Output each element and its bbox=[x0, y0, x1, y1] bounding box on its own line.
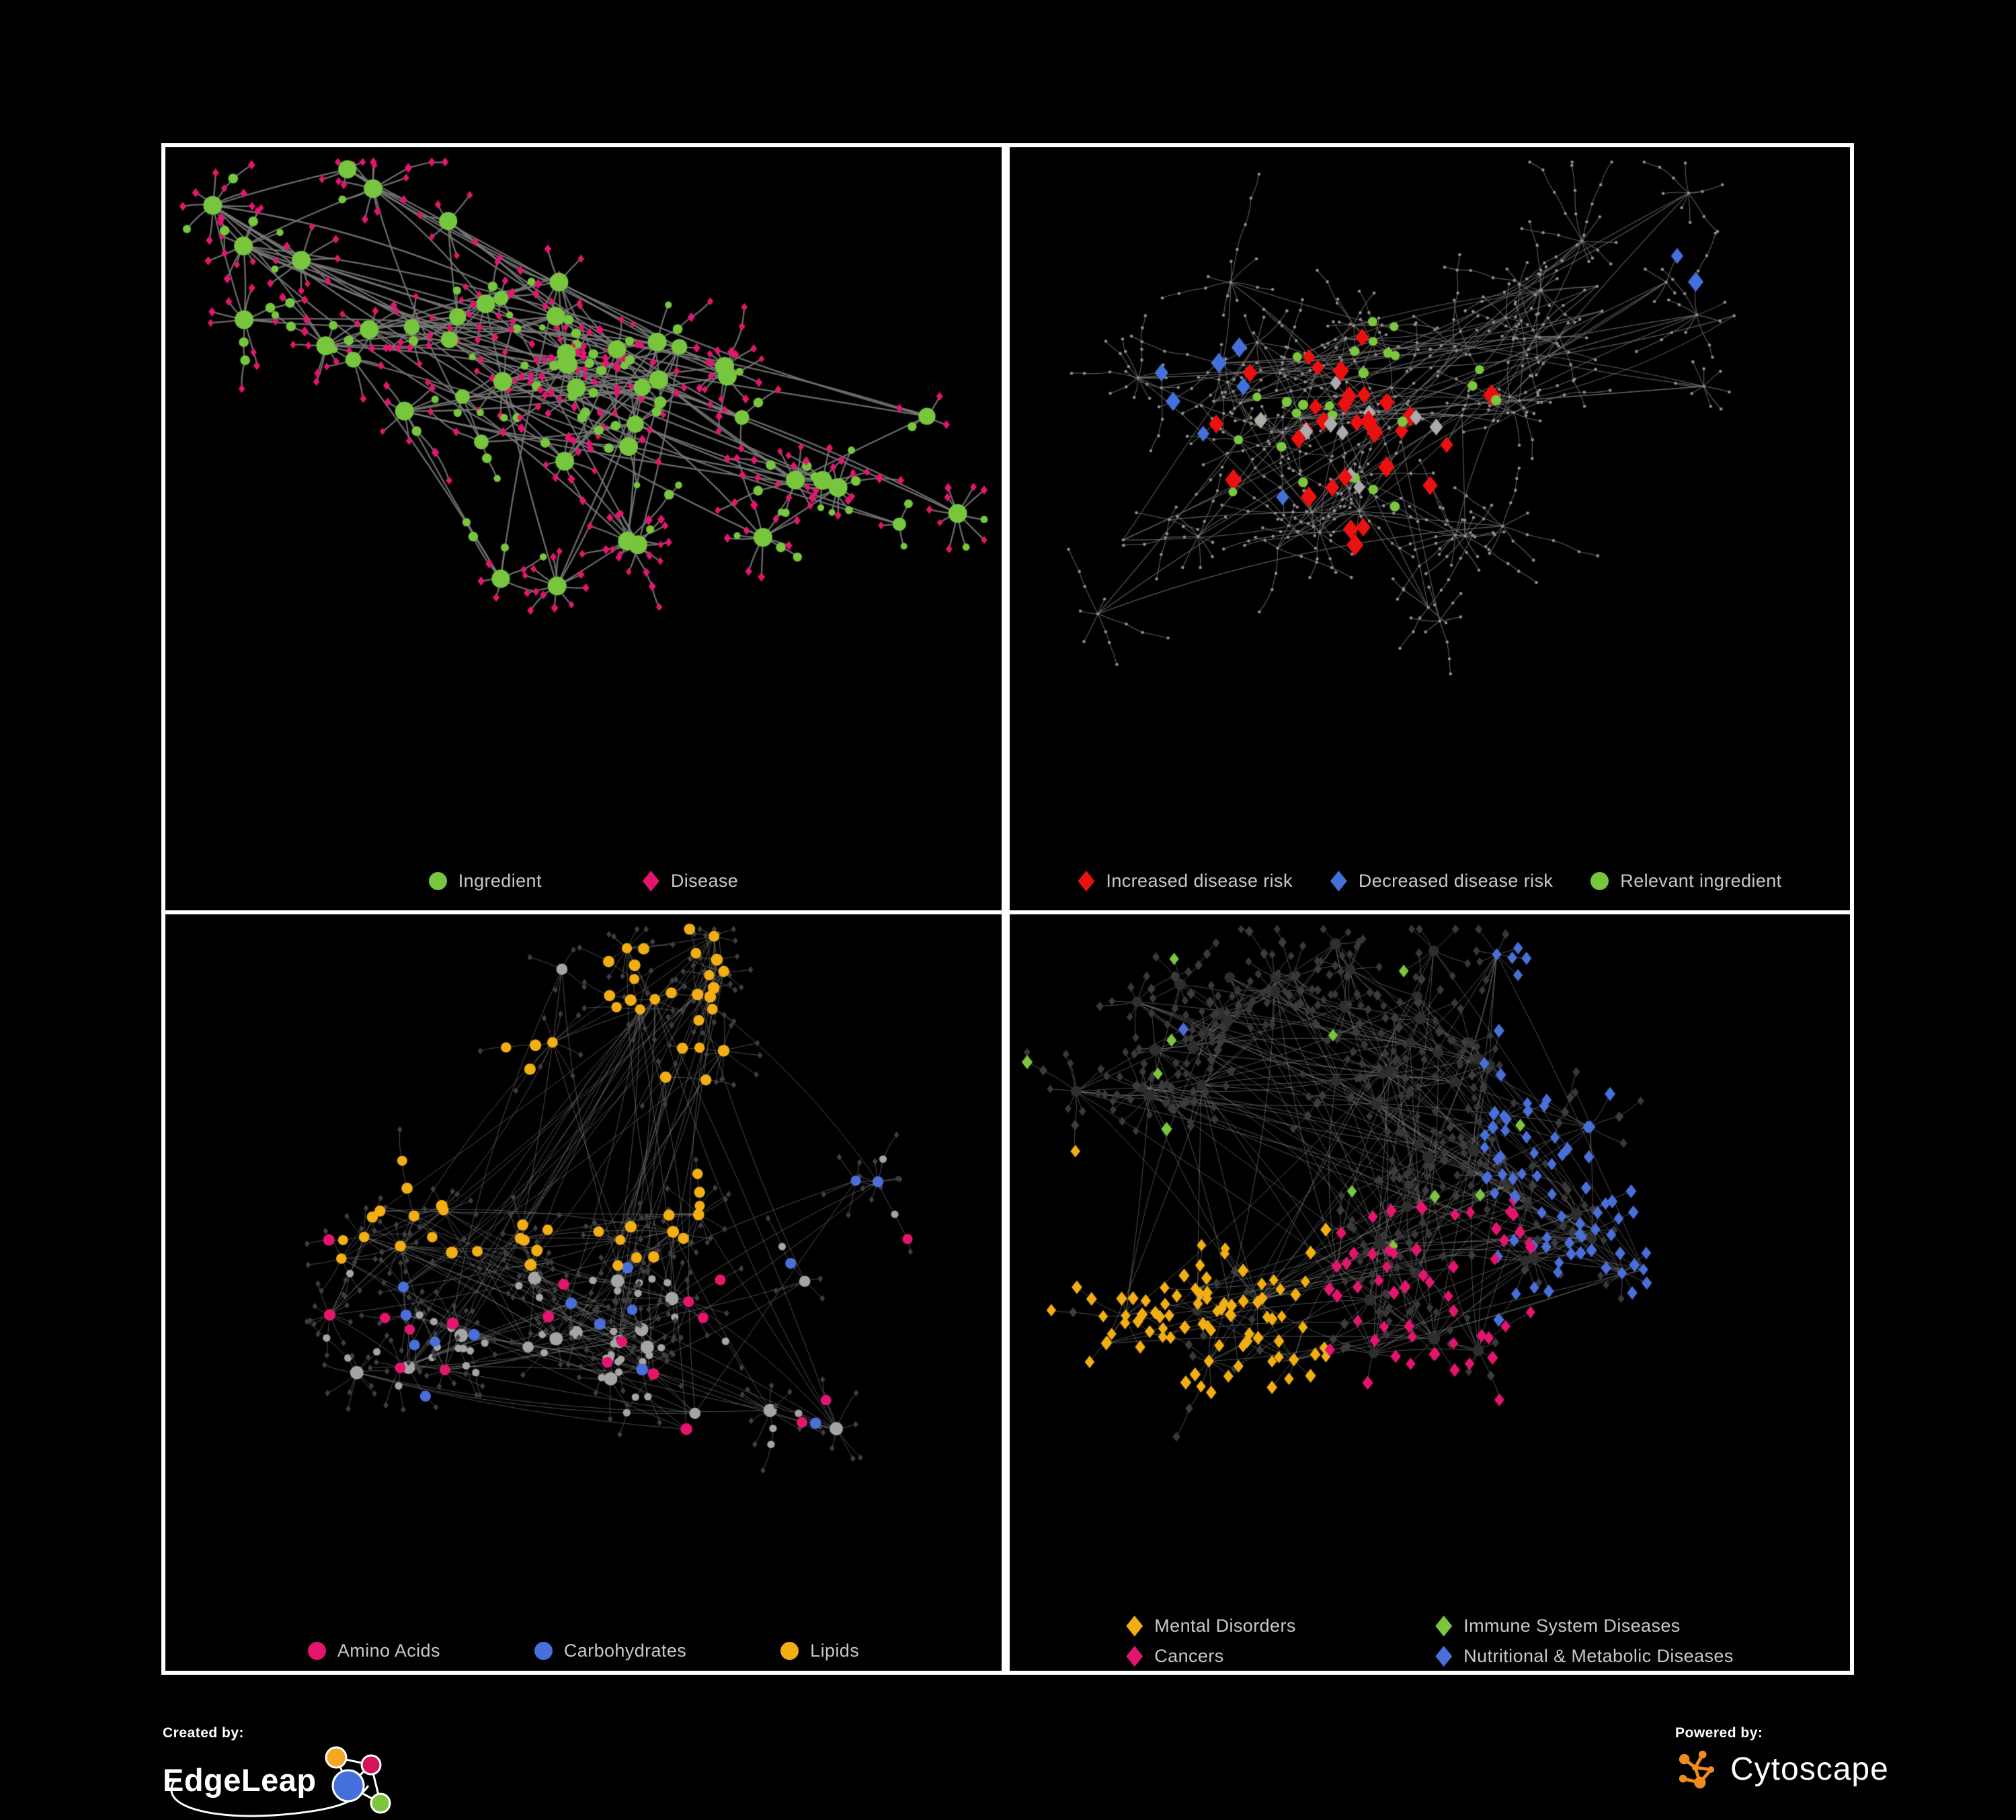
disease-risk-network-canvas bbox=[1010, 147, 1850, 910]
edgeleap-orange-node-icon bbox=[325, 1746, 348, 1769]
cytoscape-brand-text: Cytoscape bbox=[1730, 1751, 1889, 1787]
legend-label-mental-disorders: Mental Disorders bbox=[1154, 1616, 1296, 1636]
relevant-ingredient-circle-icon bbox=[1590, 872, 1609, 890]
disease-category-network-canvas bbox=[1010, 914, 1850, 1671]
disease-diamond-icon bbox=[642, 871, 659, 892]
legend-item-increased-risk: Increased disease risk bbox=[1078, 871, 1292, 892]
cytoscape-node-icon bbox=[1692, 1764, 1699, 1771]
legend-label-immune-diseases: Immune System Diseases bbox=[1463, 1616, 1681, 1636]
nutrient-class-network-canvas bbox=[165, 914, 1002, 1671]
powered-by-label: Powered by: bbox=[1675, 1725, 1763, 1741]
cytoscape-logo-icon bbox=[1679, 1750, 1715, 1789]
ingredient-disease-network-canvas bbox=[165, 147, 1002, 910]
legend-label-lipids: Lipids bbox=[810, 1640, 860, 1661]
legend-ingredient-disease: Ingredient Disease bbox=[165, 871, 1002, 892]
edgeleap-brand-text: EdgeLeap bbox=[163, 1762, 317, 1798]
panel-disease-risk: Increased disease risk Decreased disease… bbox=[1006, 143, 1854, 914]
legend-label-cancers: Cancers bbox=[1154, 1646, 1224, 1666]
panel-nutrient-classes: Amino Acids Carbohydrates Lipids bbox=[161, 910, 1006, 1675]
decreased-risk-diamond-icon bbox=[1330, 871, 1347, 892]
legend-label-amino-acids: Amino Acids bbox=[337, 1640, 440, 1661]
increased-risk-diamond-icon bbox=[1078, 871, 1095, 892]
cytoscape-node-icon bbox=[1679, 1774, 1687, 1783]
legend-item-carbohydrates: Carbohydrates bbox=[534, 1640, 686, 1661]
created-by-label: Created by: bbox=[163, 1725, 245, 1741]
ingredient-circle-icon bbox=[428, 872, 447, 890]
immune-diseases-diamond-icon bbox=[1435, 1616, 1453, 1636]
legend-label-decreased-risk: Decreased disease risk bbox=[1358, 871, 1554, 891]
nutritional-diseases-diamond-icon bbox=[1435, 1646, 1453, 1667]
legend-item-cancers: Cancers bbox=[1126, 1646, 1395, 1667]
cytoscape-node-icon bbox=[1679, 1753, 1690, 1765]
legend-item-amino-acids: Amino Acids bbox=[307, 1640, 440, 1661]
cytoscape-node-icon bbox=[1698, 1750, 1707, 1759]
panel-disease-categories: Mental Disorders Immune System Diseases … bbox=[1006, 910, 1854, 1675]
legend-label-increased-risk: Increased disease risk bbox=[1106, 871, 1293, 891]
footer-edgeleap: Created by: EdgeLeap bbox=[163, 1725, 391, 1820]
mental-disorders-diamond-icon bbox=[1126, 1616, 1143, 1636]
legend-label-nutritional-diseases: Nutritional & Metabolic Diseases bbox=[1463, 1646, 1734, 1666]
lipids-circle-icon bbox=[780, 1642, 799, 1660]
legend-item-ingredient: Ingredient bbox=[428, 871, 542, 892]
legend-item-mental-disorders: Mental Disorders bbox=[1126, 1616, 1395, 1636]
carbohydrates-circle-icon bbox=[534, 1642, 553, 1660]
legend-item-disease: Disease bbox=[642, 871, 739, 892]
legend-disease-risk: Increased disease risk Decreased disease… bbox=[1010, 871, 1850, 892]
cytoscape-brand-row: Cytoscape bbox=[1675, 1748, 1889, 1790]
edgeleap-logo-icon bbox=[170, 1746, 391, 1817]
panel-ingredient-disease: Ingredient Disease bbox=[161, 143, 1006, 914]
edgeleap-green-node-icon bbox=[370, 1792, 391, 1814]
legend-label-relevant-ingredient: Relevant ingredient bbox=[1620, 871, 1782, 891]
cytoscape-node-icon bbox=[1707, 1766, 1715, 1773]
legend-label-disease: Disease bbox=[670, 871, 739, 891]
legend-label-carbohydrates: Carbohydrates bbox=[563, 1640, 687, 1661]
legend-item-relevant-ingredient: Relevant ingredient bbox=[1590, 871, 1781, 892]
amino-acids-circle-icon bbox=[307, 1642, 326, 1660]
cytoscape-node-icon bbox=[1694, 1776, 1706, 1789]
edgeleap-pink-node-icon bbox=[360, 1754, 382, 1776]
legend-item-immune-diseases: Immune System Diseases bbox=[1435, 1616, 1733, 1636]
legend-label-ingredient: Ingredient bbox=[458, 871, 542, 891]
footer-cytoscape: Powered by: Cytoscape bbox=[1675, 1725, 1889, 1790]
legend-item-nutritional-diseases: Nutritional & Metabolic Diseases bbox=[1435, 1646, 1733, 1667]
legend-disease-categories: Mental Disorders Immune System Diseases … bbox=[1126, 1616, 1733, 1667]
edgeleap-brand-row: EdgeLeap bbox=[163, 1744, 391, 1820]
legend-item-decreased-risk: Decreased disease risk bbox=[1330, 871, 1553, 892]
legend-item-lipids: Lipids bbox=[780, 1640, 859, 1661]
cancers-diamond-icon bbox=[1126, 1646, 1143, 1667]
edgeleap-blue-node-icon bbox=[331, 1769, 365, 1803]
legend-nutrient-classes: Amino Acids Carbohydrates Lipids bbox=[165, 1640, 1002, 1661]
